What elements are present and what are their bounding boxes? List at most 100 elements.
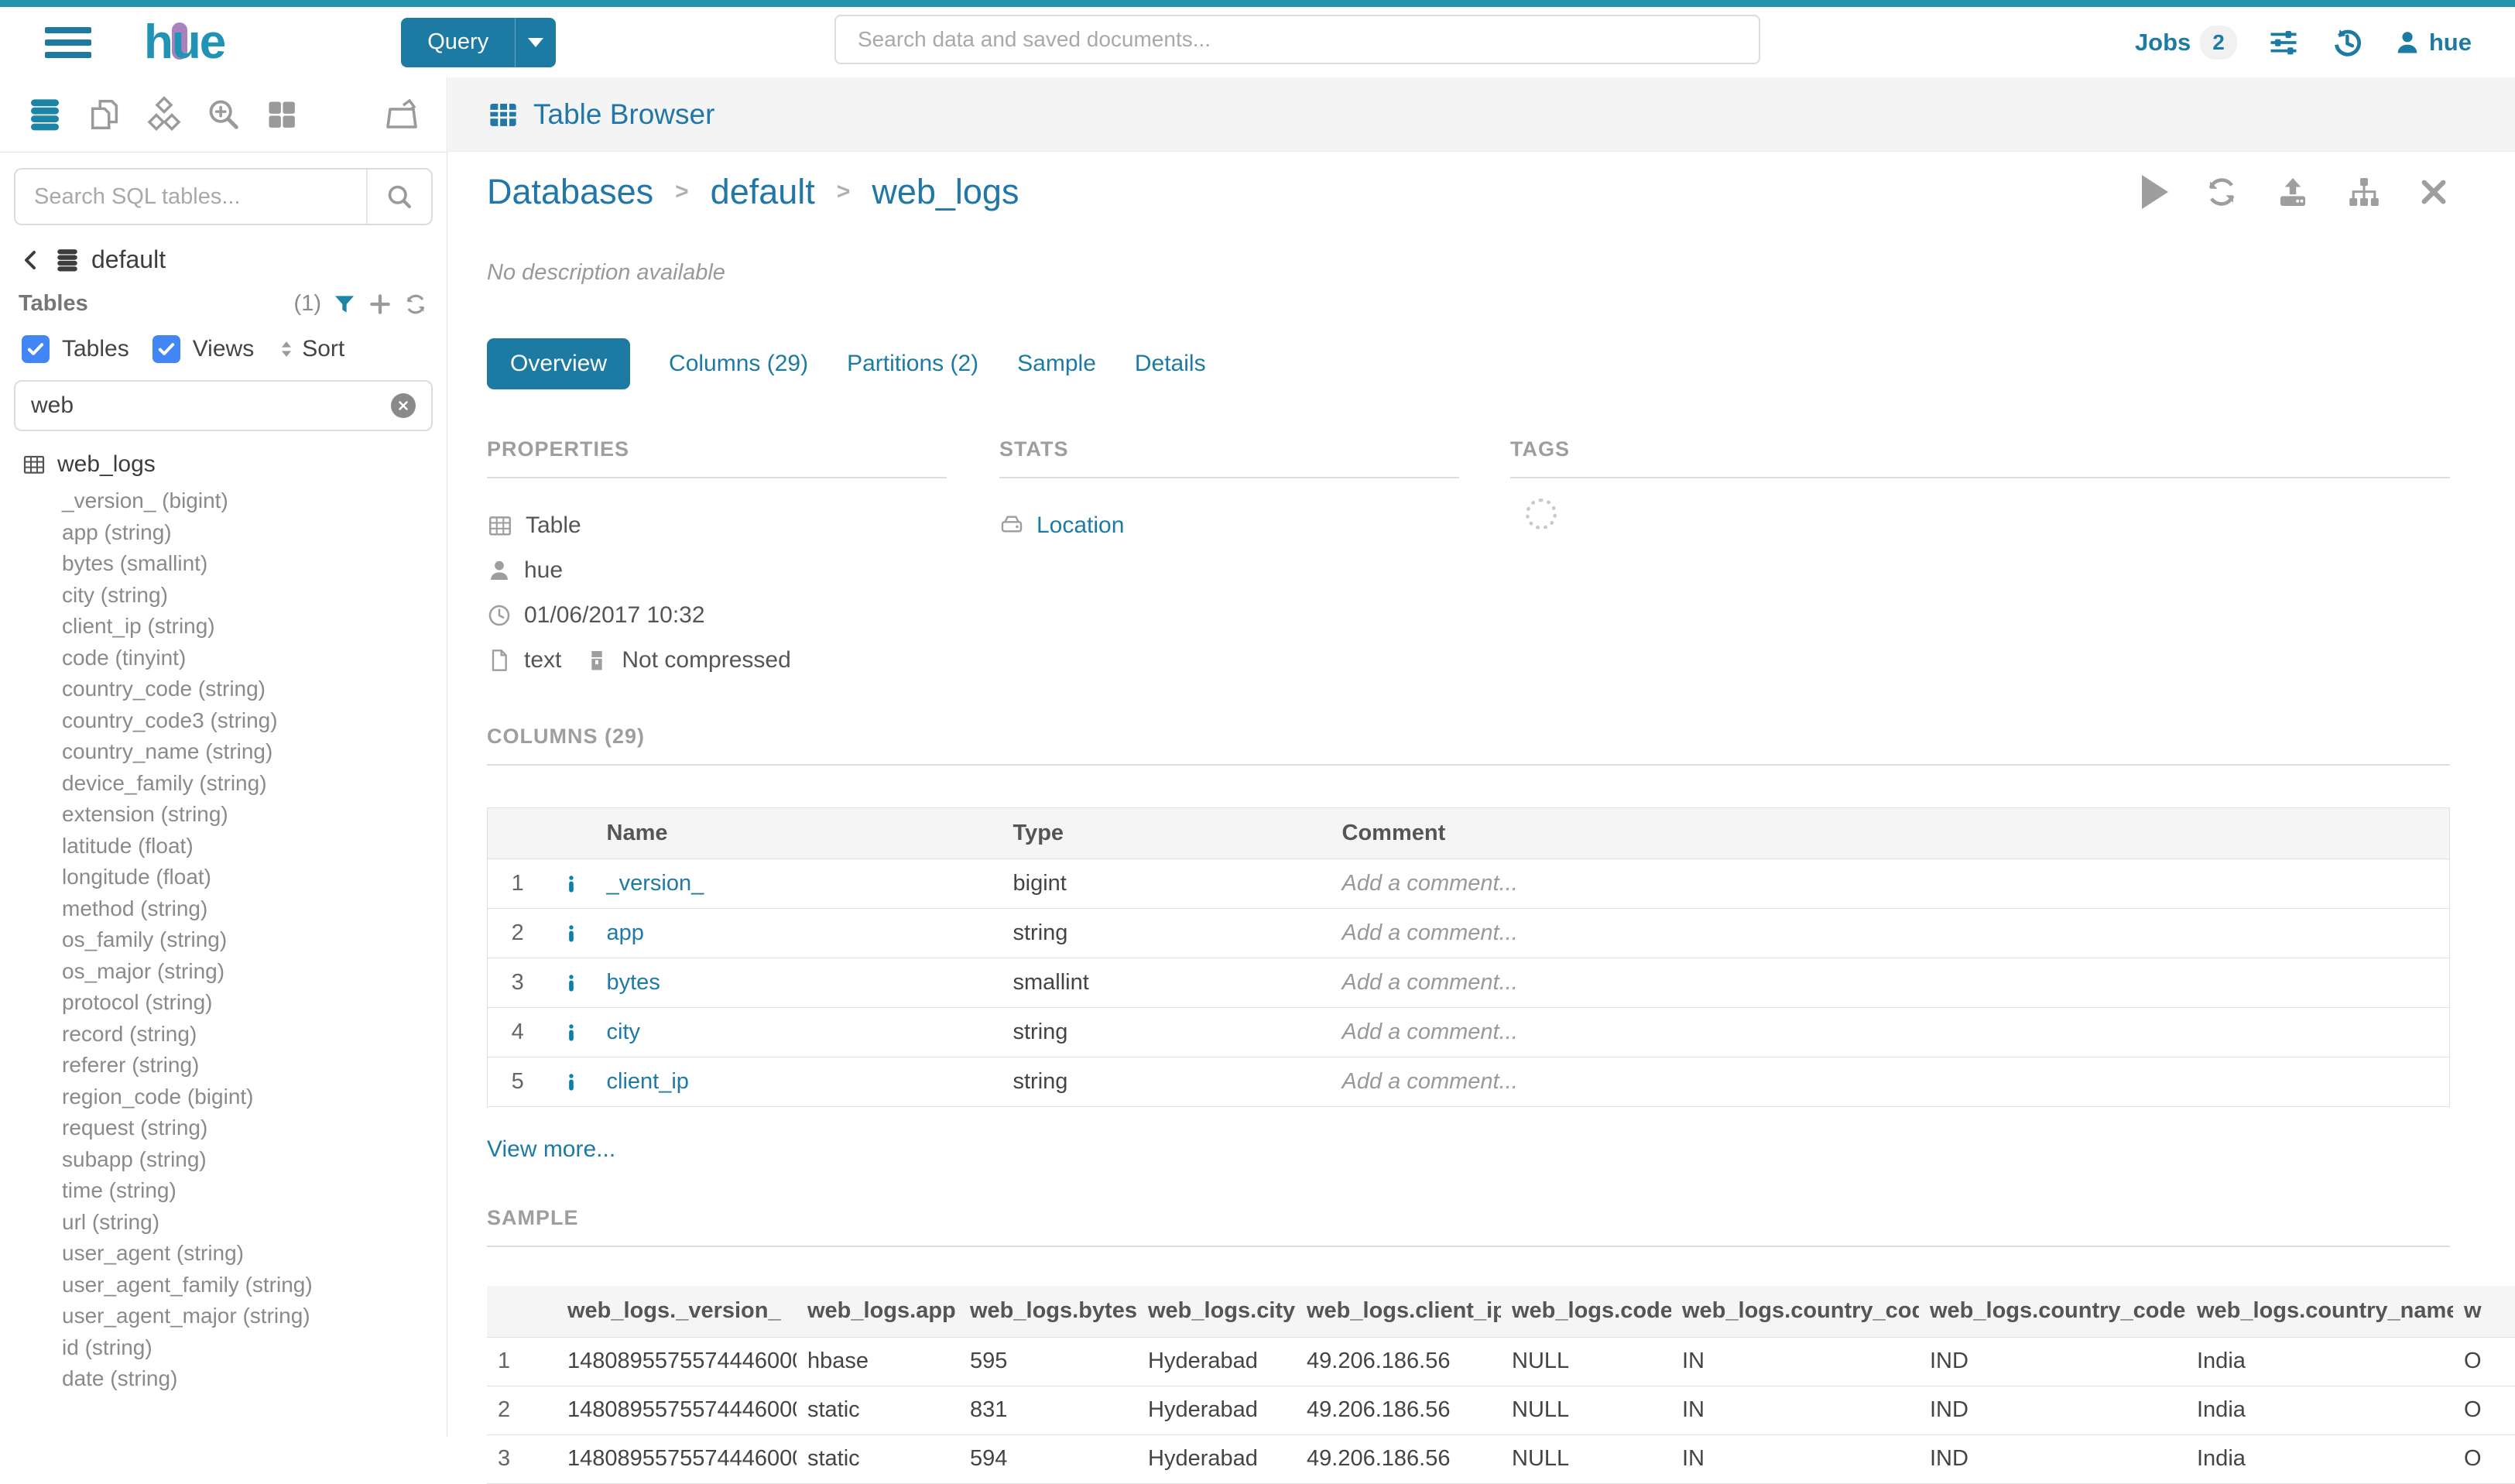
sidebar-column-item[interactable]: longitude (float) bbox=[62, 862, 447, 893]
sidebar-column-item[interactable]: user_agent_family (string) bbox=[62, 1270, 447, 1301]
sample-section: SAMPLE web_logs._version_ web_logs.app w… bbox=[487, 1206, 2450, 1484]
sidebar-column-item[interactable]: protocol (string) bbox=[62, 987, 447, 1019]
sidebar-column-item[interactable]: subapp (string) bbox=[62, 1144, 447, 1176]
apps-grid-icon[interactable] bbox=[265, 98, 299, 132]
view-more-link[interactable]: View more... bbox=[487, 1136, 615, 1163]
tab-overview[interactable]: Overview bbox=[487, 338, 630, 389]
jobs-link[interactable]: Jobs 2 bbox=[2135, 26, 2237, 60]
column-name-link[interactable]: bytes bbox=[594, 958, 1001, 1008]
column-comment[interactable]: Add a comment... bbox=[1330, 909, 2450, 958]
tab-columns[interactable]: Columns (29) bbox=[669, 351, 808, 377]
info-icon[interactable] bbox=[561, 924, 581, 944]
sidebar-column-item[interactable]: country_name (string) bbox=[62, 736, 447, 768]
views-checkbox-label[interactable]: Views bbox=[193, 336, 254, 362]
stats-section: STATS Location bbox=[999, 437, 1459, 673]
tables-checkbox[interactable] bbox=[22, 335, 50, 363]
sidebar-column-item[interactable]: app (string) bbox=[62, 517, 447, 549]
row-number: 2 bbox=[487, 1386, 557, 1434]
sql-tables-search-input[interactable] bbox=[15, 170, 366, 224]
breadcrumb-web-logs[interactable]: web_logs bbox=[872, 172, 1019, 212]
add-table-icon[interactable] bbox=[368, 292, 392, 317]
sidebar-column-item[interactable]: _version_ (bigint) bbox=[62, 485, 447, 517]
tab-partitions[interactable]: Partitions (2) bbox=[847, 351, 978, 377]
table-description[interactable]: No description available bbox=[487, 260, 2450, 286]
database-breadcrumb[interactable]: default bbox=[19, 245, 447, 274]
views-checkbox[interactable] bbox=[152, 335, 180, 363]
sidebar-column-item[interactable]: os_family (string) bbox=[62, 924, 447, 956]
query-dropdown-toggle[interactable] bbox=[515, 18, 556, 67]
query-button-label[interactable]: Query bbox=[401, 18, 515, 67]
sidebar-column-item[interactable]: url (string) bbox=[62, 1207, 447, 1239]
close-icon[interactable] bbox=[2417, 176, 2450, 208]
sidebar-column-item[interactable]: latitude (float) bbox=[62, 831, 447, 862]
sidebar-column-item[interactable]: extension (string) bbox=[62, 799, 447, 831]
sidebar-table-name[interactable]: web_logs bbox=[57, 451, 156, 478]
columns-section: COLUMNS (29) Name Type Comment bbox=[487, 725, 2450, 1163]
folder-documents-icon[interactable] bbox=[383, 96, 420, 133]
clear-filter-icon[interactable] bbox=[391, 393, 416, 418]
hamburger-menu-icon[interactable] bbox=[45, 21, 91, 64]
sidebar-column-item[interactable]: date (string) bbox=[62, 1363, 447, 1395]
tables-checkbox-label[interactable]: Tables bbox=[62, 336, 129, 362]
column-name-link[interactable]: app bbox=[594, 909, 1001, 958]
sidebar-column-item[interactable]: request (string) bbox=[62, 1112, 447, 1144]
query-table-icon[interactable] bbox=[2142, 175, 2168, 209]
sidebar-column-item[interactable]: os_major (string) bbox=[62, 956, 447, 988]
breadcrumb-default[interactable]: default bbox=[711, 172, 815, 212]
info-icon[interactable] bbox=[561, 973, 581, 993]
sidebar-column-item[interactable]: user_agent_major (string) bbox=[62, 1301, 447, 1332]
refresh-icon[interactable] bbox=[2204, 174, 2239, 210]
history-icon[interactable] bbox=[2330, 26, 2364, 60]
import-icon[interactable] bbox=[2275, 174, 2311, 210]
info-icon[interactable] bbox=[561, 874, 581, 894]
global-search-input[interactable] bbox=[834, 15, 1760, 64]
sidebar-column-item[interactable]: city (string) bbox=[62, 580, 447, 612]
query-button[interactable]: Query bbox=[401, 18, 556, 67]
sidebar-column-item[interactable]: country_code3 (string) bbox=[62, 705, 447, 737]
table-icon bbox=[487, 512, 513, 539]
database-source-icon[interactable] bbox=[26, 96, 63, 133]
tab-sample[interactable]: Sample bbox=[1017, 351, 1096, 377]
column-comment[interactable]: Add a comment... bbox=[1330, 958, 2450, 1008]
sidebar-table-web-logs[interactable]: web_logs bbox=[22, 451, 447, 478]
column-name-link[interactable]: city bbox=[594, 1008, 1001, 1057]
sidebar-column-item[interactable]: time (string) bbox=[62, 1175, 447, 1207]
filter-funnel-icon[interactable] bbox=[332, 292, 357, 317]
refresh-tables-icon[interactable] bbox=[403, 292, 428, 317]
user-menu[interactable]: hue bbox=[2393, 29, 2472, 57]
sidebar-column-item[interactable]: bytes (smallint) bbox=[62, 548, 447, 580]
table-filter-input[interactable] bbox=[31, 392, 391, 419]
sidebar-column-item[interactable]: code (tinyint) bbox=[62, 643, 447, 674]
column-name-link[interactable]: client_ip bbox=[594, 1057, 1001, 1107]
sidebar-column-item[interactable]: referer (string) bbox=[62, 1050, 447, 1081]
cubes-icon[interactable] bbox=[146, 96, 183, 133]
sidebar-column-item[interactable]: record (string) bbox=[62, 1019, 447, 1050]
sidebar-column-item[interactable]: user_agent (string) bbox=[62, 1238, 447, 1270]
sidebar-column-item[interactable]: client_ip (string) bbox=[62, 611, 447, 643]
sidebar-column-item[interactable]: country_code (string) bbox=[62, 673, 447, 705]
database-name[interactable]: default bbox=[91, 245, 166, 274]
sidebar-column-item[interactable]: id (string) bbox=[62, 1332, 447, 1364]
hue-logo[interactable]: hue bbox=[144, 15, 224, 70]
sort-control[interactable]: Sort bbox=[276, 336, 344, 362]
sliders-icon[interactable] bbox=[2267, 26, 2301, 60]
tables-header-row: Tables (1) bbox=[19, 291, 428, 317]
column-comment[interactable]: Add a comment... bbox=[1330, 1057, 2450, 1107]
column-name-link[interactable]: _version_ bbox=[594, 859, 1001, 909]
columns-table-row: 1 _version_ bigint Add a comment... bbox=[488, 859, 2450, 909]
zoom-plus-icon[interactable] bbox=[206, 97, 242, 132]
location-link[interactable]: Location bbox=[1036, 512, 1124, 539]
column-comment[interactable]: Add a comment... bbox=[1330, 859, 2450, 909]
sidebar-search-button[interactable] bbox=[366, 170, 431, 224]
chevron-left-icon[interactable] bbox=[19, 248, 43, 272]
documents-icon[interactable] bbox=[87, 97, 122, 132]
info-icon[interactable] bbox=[561, 1023, 581, 1043]
sidebar-column-item[interactable]: region_code (bigint) bbox=[62, 1081, 447, 1113]
info-icon[interactable] bbox=[561, 1072, 581, 1092]
lineage-icon[interactable] bbox=[2346, 174, 2382, 210]
breadcrumb-databases[interactable]: Databases bbox=[487, 172, 653, 212]
column-comment[interactable]: Add a comment... bbox=[1330, 1008, 2450, 1057]
tab-details[interactable]: Details bbox=[1135, 351, 1206, 377]
sidebar-column-item[interactable]: method (string) bbox=[62, 893, 447, 925]
sidebar-column-item[interactable]: device_family (string) bbox=[62, 768, 447, 800]
